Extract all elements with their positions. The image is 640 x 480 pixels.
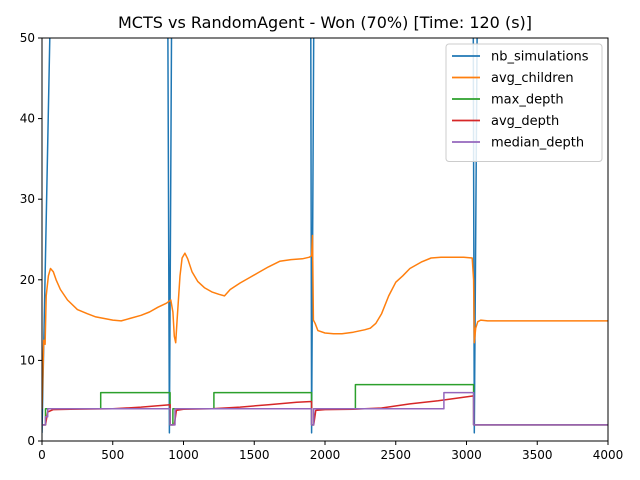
legend-label-nb_simulations: nb_simulations — [491, 50, 589, 65]
x-tick-label: 500 — [101, 448, 124, 462]
x-tick-label: 2000 — [310, 448, 341, 462]
legend-label-avg_children: avg_children — [491, 71, 574, 86]
x-tick-label: 0 — [38, 448, 46, 462]
y-axis: 0 10 20 30 40 50 — [20, 31, 42, 448]
series-line-nb_simulations — [42, 38, 481, 434]
y-tick-label: 0 — [27, 434, 35, 448]
x-tick-label: 2500 — [380, 448, 411, 462]
y-tick-label: 30 — [20, 192, 35, 206]
y-tick-label: 20 — [20, 273, 35, 287]
plot-area — [42, 38, 608, 434]
legend-label-max_depth: max_depth — [491, 93, 564, 108]
x-tick-label: 3000 — [451, 448, 482, 462]
x-tick-label: 4000 — [593, 448, 624, 462]
legend: nb_simulations avg_children max_depth avg_d… — [445, 43, 603, 162]
y-tick-label: 50 — [20, 31, 35, 45]
legend-label-median_depth: median_depth — [491, 136, 584, 151]
chart-title: MCTS vs RandomAgent - Won (70%) [Time: 1… — [118, 13, 532, 32]
legend-label-avg_depth: avg_depth — [491, 114, 559, 129]
x-axis: 0 500 1000 1500 2000 2500 3000 3500 4000 — [38, 441, 623, 462]
legend-box — [445, 43, 603, 162]
series-line-median_depth — [42, 391, 608, 426]
y-tick-label: 40 — [20, 112, 35, 126]
series-line-avg_children — [42, 234, 608, 409]
series-line-max_depth — [42, 383, 608, 426]
x-tick-label: 1500 — [239, 448, 270, 462]
x-tick-label: 3500 — [522, 448, 553, 462]
y-tick-label: 10 — [20, 353, 35, 367]
x-tick-label: 1000 — [168, 448, 199, 462]
